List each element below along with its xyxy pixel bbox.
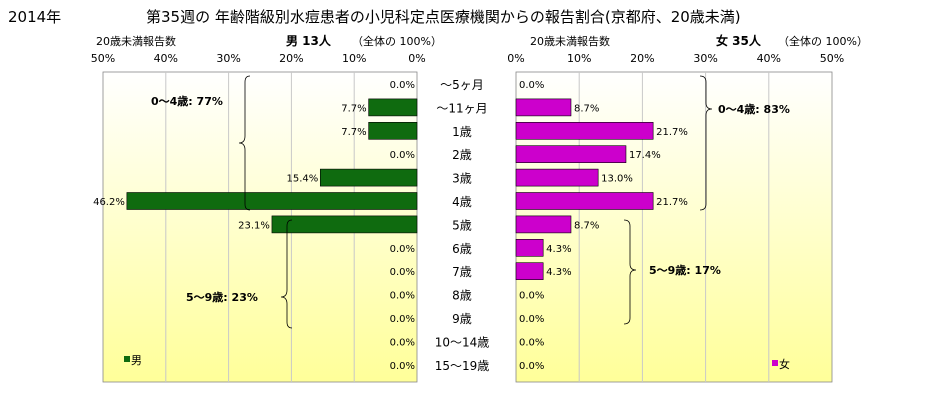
female-data-label: 0.0%	[519, 80, 544, 91]
chart-title: 第35週の 年齢階級別水痘患者の小児科定点医療機関からの報告割合(京都府、20歳…	[146, 8, 741, 26]
female-bars	[515, 98, 654, 281]
age-category-label: 15～19歳	[435, 359, 490, 373]
age-category-label: 7歳	[452, 265, 472, 279]
female-data-label: 8.7%	[574, 220, 599, 231]
female-data-labels: 0.0% 8.7% 21.7% 17.4% 13.0% 21.7% 8.7% 4.3% 4.3%…	[519, 80, 688, 372]
male-data-label: 0.0%	[390, 361, 415, 372]
male-bar	[319, 168, 418, 187]
female-bar	[515, 192, 654, 210]
female-legend-label: 女	[779, 357, 790, 371]
male-brace-5-9	[280, 219, 293, 329]
female-x-tick: 10%	[567, 52, 591, 65]
female-data-label: 4.3%	[546, 267, 571, 278]
age-category-label: 2歳	[452, 148, 472, 162]
age-category-label: 1歳	[452, 125, 472, 139]
age-category-label: 3歳	[452, 172, 472, 186]
male-data-label: 23.1%	[238, 220, 270, 231]
male-legend-swatch	[124, 356, 130, 362]
age-categories: ～5ヶ月 ～11ヶ月 1歳 2歳 3歳 4歳 5歳 6歳 7歳 8歳 9歳 10～14歳 15～19歳	[435, 78, 490, 373]
female-data-label: 8.7%	[574, 103, 599, 114]
male-data-labels: 0.0% 7.7% 7.7% 0.0% 15.4% 46.2% 23.1% 0.0% 0.0% 0…	[93, 80, 415, 372]
female-data-label: 21.7%	[656, 127, 688, 138]
male-bar	[368, 122, 418, 140]
age-category-label: 8歳	[452, 289, 472, 303]
male-bar	[368, 98, 418, 117]
male-data-label: 0.0%	[390, 244, 415, 255]
female-x-ticks: 0% 10% 20% 30% 40% 50%	[507, 52, 844, 65]
male-data-label: 15.4%	[287, 174, 319, 185]
male-x-tick: 50%	[91, 52, 115, 65]
male-data-label: 0.0%	[390, 80, 415, 91]
male-x-tick: 40%	[154, 52, 178, 65]
female-x-tick: 30%	[693, 52, 717, 65]
female-data-label: 0.0%	[519, 337, 544, 348]
female-count: 女 35人	[716, 33, 762, 48]
female-brace-0-4	[699, 75, 713, 211]
male-x-tick: 20%	[279, 52, 303, 65]
male-count: 男 13人	[286, 33, 332, 48]
age-category-label: ～11ヶ月	[436, 101, 487, 115]
female-data-label: 4.3%	[546, 244, 571, 255]
female-bar	[515, 262, 544, 281]
female-data-label: 21.7%	[656, 197, 688, 208]
female-data-label: 17.4%	[629, 150, 661, 161]
female-brace-5-9	[623, 219, 637, 325]
female-bar	[515, 215, 572, 234]
male-bars	[126, 98, 418, 234]
male-legend-label: 男	[131, 354, 142, 367]
male-panel: 50% 40% 30% 20% 10% 0% 0.0% 7.7% 7.7% 0.0% 15.4% 4…	[91, 52, 426, 383]
female-bar	[515, 145, 627, 163]
female-annotation-5-9: 5～9歳: 17%	[649, 263, 721, 277]
female-x-tick: 0%	[507, 52, 524, 65]
age-category-label: 5歳	[452, 218, 472, 232]
female-data-label: 13.0%	[601, 174, 633, 185]
female-total: （全体の 100%）	[778, 34, 868, 48]
female-x-tick: 40%	[757, 52, 781, 65]
male-bar	[126, 192, 418, 210]
age-category-label: 6歳	[452, 242, 472, 256]
female-bar	[515, 98, 572, 117]
female-data-label: 0.0%	[519, 361, 544, 372]
male-annotation-0-4: 0～4歳: 77%	[151, 94, 223, 108]
female-x-tick: 50%	[820, 52, 844, 65]
male-data-label: 46.2%	[93, 197, 125, 208]
male-x-ticks: 50% 40% 30% 20% 10% 0%	[91, 52, 426, 65]
male-x-tick: 30%	[216, 52, 240, 65]
male-annotation-5-9: 5～9歳: 23%	[186, 290, 258, 304]
female-panel: 0% 10% 20% 30% 40% 50% 0.0% 8.7% 21.7% 17.4% 13.0…	[507, 52, 844, 383]
male-data-label: 0.0%	[390, 337, 415, 348]
male-data-label: 0.0%	[390, 150, 415, 161]
male-data-label: 7.7%	[341, 127, 366, 138]
female-data-label: 0.0%	[519, 291, 544, 302]
male-data-label: 7.7%	[341, 103, 366, 114]
male-axis-label: 20歳未満報告数	[96, 35, 176, 48]
male-x-tick: 0%	[408, 52, 425, 65]
chart-year: 2014年	[8, 8, 61, 26]
age-category-label: 9歳	[452, 312, 472, 326]
age-category-label: 4歳	[452, 195, 472, 209]
male-bar	[271, 215, 418, 234]
male-data-label: 0.0%	[390, 314, 415, 325]
female-bar	[515, 122, 654, 140]
male-brace-0-4	[238, 75, 251, 211]
male-x-tick: 10%	[342, 52, 366, 65]
age-category-label: 10～14歳	[435, 335, 490, 349]
male-data-label: 0.0%	[390, 291, 415, 302]
female-data-label: 0.0%	[519, 314, 544, 325]
male-total: （全体の 100%）	[352, 34, 442, 48]
female-bar	[515, 168, 599, 187]
female-axis-label: 20歳未満報告数	[530, 35, 610, 48]
female-legend-swatch	[772, 360, 778, 366]
age-category-label: ～5ヶ月	[440, 78, 484, 92]
female-annotation-0-4: 0～4歳: 83%	[718, 102, 790, 116]
female-bar	[515, 239, 544, 257]
female-x-tick: 20%	[630, 52, 654, 65]
male-data-label: 0.0%	[390, 267, 415, 278]
